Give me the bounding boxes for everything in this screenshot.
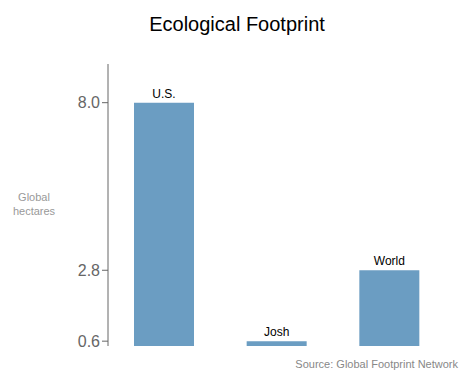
svg-text:2.8: 2.8 — [78, 262, 100, 279]
svg-text:Globalhectares: Globalhectares — [13, 191, 56, 217]
svg-text:U.S.: U.S. — [152, 87, 175, 101]
svg-text:World: World — [374, 254, 405, 268]
svg-text:0.6: 0.6 — [78, 333, 100, 350]
svg-text:8.0: 8.0 — [78, 94, 100, 111]
svg-text:Josh: Josh — [264, 325, 289, 339]
html-text:Ecological Footprint: Ecological Footprint — [149, 13, 325, 35]
html-text:Source: Global Footprint Netwo: Source: Global Footprint Network — [295, 358, 458, 370]
